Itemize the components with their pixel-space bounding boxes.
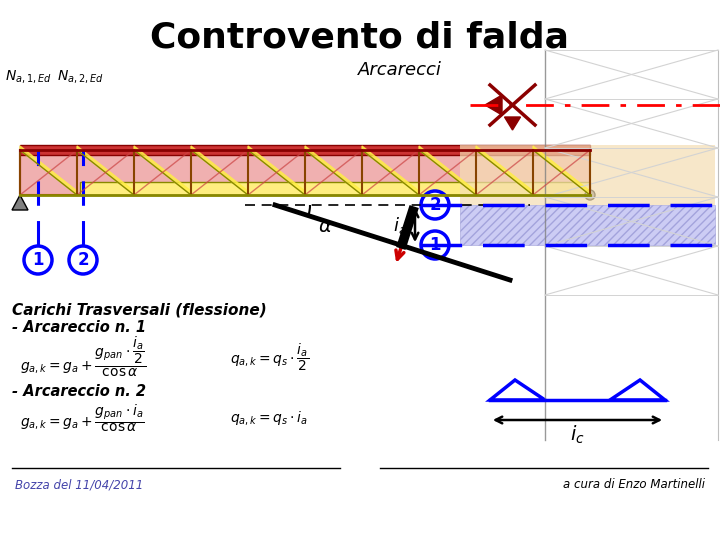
Text: 1: 1 — [429, 236, 441, 254]
Text: $N_{a,2,Ed}$: $N_{a,2,Ed}$ — [57, 68, 104, 85]
Polygon shape — [362, 146, 419, 195]
Circle shape — [421, 191, 449, 219]
Circle shape — [69, 246, 97, 274]
Text: Bozza del 11/04/2011: Bozza del 11/04/2011 — [15, 478, 143, 491]
Text: 2: 2 — [77, 251, 89, 269]
Text: Carichi Trasversali (flessione): Carichi Trasversali (flessione) — [12, 302, 266, 318]
Text: $N_{a,1,Ed}$: $N_{a,1,Ed}$ — [5, 68, 52, 85]
Polygon shape — [77, 146, 134, 195]
Text: $\alpha$: $\alpha$ — [318, 217, 333, 236]
Text: $q_{a,k} = q_s \cdot \dfrac{i_a}{2}$: $q_{a,k} = q_s \cdot \dfrac{i_a}{2}$ — [230, 341, 309, 373]
Text: - Arcareccio n. 2: - Arcareccio n. 2 — [12, 384, 146, 400]
Text: 2: 2 — [429, 196, 441, 214]
Text: $g_{a,k} = g_a + \dfrac{g_{pan} \cdot i_a}{\cos\alpha}$: $g_{a,k} = g_a + \dfrac{g_{pan} \cdot i_… — [20, 402, 145, 434]
Polygon shape — [485, 95, 502, 115]
Circle shape — [421, 231, 449, 259]
Polygon shape — [476, 146, 533, 195]
Bar — [20, 150, 590, 195]
Polygon shape — [533, 146, 590, 195]
Circle shape — [585, 190, 595, 200]
Polygon shape — [20, 146, 77, 195]
Polygon shape — [505, 117, 521, 130]
Text: $i_a$: $i_a$ — [393, 214, 407, 235]
Text: Arcarecci: Arcarecci — [358, 61, 442, 79]
Polygon shape — [305, 146, 362, 195]
Circle shape — [24, 246, 52, 274]
Bar — [460, 205, 715, 245]
Text: $g_{a,k} = g_a + \dfrac{g_{pan} \cdot \dfrac{i_a}{2}}{\cos\alpha}$: $g_{a,k} = g_a + \dfrac{g_{pan} \cdot \d… — [20, 335, 146, 379]
Text: Controvento di falda: Controvento di falda — [150, 20, 570, 54]
Text: - Arcareccio n. 1: - Arcareccio n. 1 — [12, 321, 146, 335]
Polygon shape — [12, 195, 28, 210]
Polygon shape — [419, 146, 476, 195]
Polygon shape — [191, 146, 248, 195]
Text: 1: 1 — [32, 251, 44, 269]
Text: a cura di Enzo Martinelli: a cura di Enzo Martinelli — [563, 478, 705, 491]
Bar — [20, 145, 590, 155]
Polygon shape — [248, 146, 305, 195]
Text: $i_c$: $i_c$ — [570, 424, 585, 446]
Bar — [80, 181, 590, 195]
Bar — [460, 145, 715, 205]
Polygon shape — [134, 146, 191, 195]
Text: $q_{a,k} = q_s \cdot i_a$: $q_{a,k} = q_s \cdot i_a$ — [230, 409, 308, 427]
